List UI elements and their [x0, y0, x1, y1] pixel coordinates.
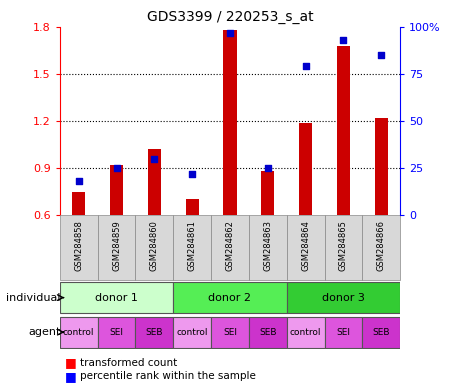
Text: percentile rank within the sample: percentile rank within the sample: [80, 371, 256, 381]
Text: individual: individual: [6, 293, 61, 303]
Bar: [60, 316, 97, 348]
Bar: [286, 215, 324, 280]
Bar: [72, 192, 85, 215]
Point: [339, 37, 347, 43]
Bar: [374, 118, 387, 215]
Bar: [135, 316, 173, 348]
Text: control: control: [176, 328, 207, 337]
Text: GSM284858: GSM284858: [74, 220, 83, 271]
Bar: [173, 282, 286, 313]
Point: [263, 165, 271, 171]
Bar: [286, 282, 399, 313]
Text: ■: ■: [64, 370, 76, 383]
Bar: [185, 199, 198, 215]
Bar: [336, 46, 349, 215]
Text: GSM284866: GSM284866: [376, 220, 385, 271]
Bar: [211, 316, 248, 348]
Text: GSM284863: GSM284863: [263, 220, 272, 271]
Bar: [211, 215, 248, 280]
Bar: [173, 316, 211, 348]
Title: GDS3399 / 220253_s_at: GDS3399 / 220253_s_at: [146, 10, 313, 25]
Bar: [60, 282, 173, 313]
Text: SEI: SEI: [223, 328, 236, 337]
Point: [188, 170, 196, 177]
Point: [301, 63, 308, 70]
Bar: [248, 316, 286, 348]
Bar: [97, 316, 135, 348]
Text: SEI: SEI: [109, 328, 123, 337]
Bar: [60, 215, 97, 280]
Point: [112, 165, 120, 171]
Text: GSM284865: GSM284865: [338, 220, 347, 271]
Text: transformed count: transformed count: [80, 358, 177, 368]
Text: donor 3: donor 3: [321, 293, 364, 303]
Point: [75, 178, 82, 184]
Text: control: control: [63, 328, 94, 337]
Bar: [248, 215, 286, 280]
Text: SEB: SEB: [372, 328, 389, 337]
Text: GSM284862: GSM284862: [225, 220, 234, 271]
Bar: [135, 215, 173, 280]
Bar: [286, 316, 324, 348]
Text: GSM284859: GSM284859: [112, 220, 121, 271]
Bar: [173, 215, 211, 280]
Bar: [97, 215, 135, 280]
Text: ■: ■: [64, 356, 76, 369]
Text: donor 2: donor 2: [208, 293, 251, 303]
Text: GSM284864: GSM284864: [301, 220, 309, 271]
Bar: [324, 316, 362, 348]
Text: SEB: SEB: [146, 328, 163, 337]
Bar: [223, 30, 236, 215]
Text: GSM284861: GSM284861: [187, 220, 196, 271]
Bar: [147, 149, 161, 215]
Text: GSM284860: GSM284860: [150, 220, 158, 271]
Bar: [324, 215, 362, 280]
Point: [377, 52, 384, 58]
Bar: [110, 165, 123, 215]
Text: SEB: SEB: [258, 328, 276, 337]
Bar: [298, 122, 312, 215]
Point: [226, 30, 233, 36]
Text: agent: agent: [28, 327, 61, 337]
Bar: [362, 316, 399, 348]
Text: donor 1: donor 1: [95, 293, 138, 303]
Bar: [362, 215, 399, 280]
Bar: [261, 171, 274, 215]
Text: SEI: SEI: [336, 328, 350, 337]
Point: [151, 156, 158, 162]
Text: control: control: [289, 328, 321, 337]
